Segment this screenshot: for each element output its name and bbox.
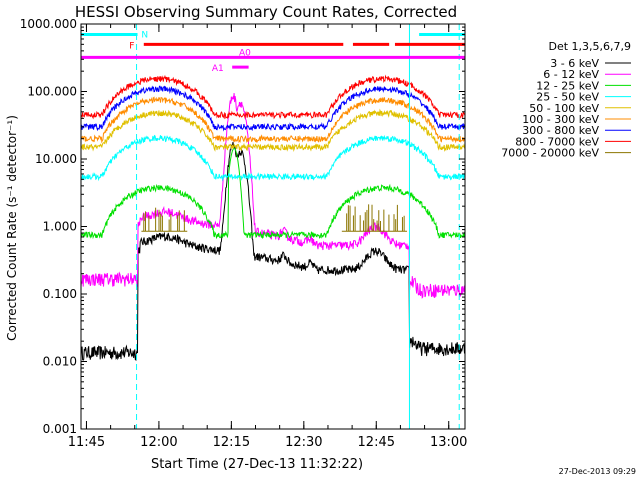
chart-title: HESSI Observing Summary Count Rates, Cor… [75,3,457,21]
series-line [81,134,465,182]
legend-label: 25 - 50 keV [536,91,599,104]
x-tick-label: 12:45 [358,435,395,450]
flag-label: F [129,41,134,51]
legend-label: 800 - 7000 keV [515,135,599,148]
flag-label: A0 [239,48,251,58]
y-tick-label: 1000.000 [20,17,77,31]
burst-series [141,204,408,232]
flag-label: N [141,30,148,40]
legend-label: 12 - 25 keV [536,79,599,92]
legend-label: 50 - 100 keV [529,102,599,115]
series-line [81,74,465,120]
legend-label: 100 - 300 keV [522,113,599,126]
y-axis: 0.001 0.010 0.100 1.000 10.000 100.000 1000.00… [20,17,465,436]
series-line [81,96,465,144]
x-tick-label: 12:00 [140,435,177,450]
y-axis-label: Corrected Count Rate (s⁻¹ detector⁻¹) [5,115,19,341]
y-tick-label: 1.000 [43,220,77,234]
x-tick-label: 13:00 [430,435,467,450]
plot-area [81,24,465,429]
y-tick-label: 100.000 [27,85,77,99]
series-line [81,141,465,362]
y-tick-label: 10.000 [35,152,77,166]
flag-label: A1 [212,64,224,74]
x-tick-label: 12:15 [213,435,250,450]
x-axis: 11:45 12:00 12:15 12:30 12:45 13:00 [68,24,467,450]
legend-label: 6 - 12 keV [543,68,599,81]
legend-label: 3 - 6 keV [550,57,599,70]
y-tick-label: 0.100 [43,287,77,301]
series-line [81,147,465,240]
y-tick-label: 0.010 [43,355,77,369]
x-tick-label: 11:45 [68,435,105,450]
legend-title: Det 1,3,5,6,7,9 [548,40,631,53]
series-line [81,85,465,132]
legend-label: 7000 - 20000 keV [501,147,599,160]
x-tick-label: 12:30 [285,435,322,450]
x-axis-label: Start Time (27-Dec-13 11:32:22) [151,457,363,472]
series-line [81,108,465,152]
y-tick-label: 0.001 [43,422,77,436]
legend-label: 300 - 800 keV [522,124,599,137]
timestamp: 27-Dec-2013 09:29 [559,467,636,476]
